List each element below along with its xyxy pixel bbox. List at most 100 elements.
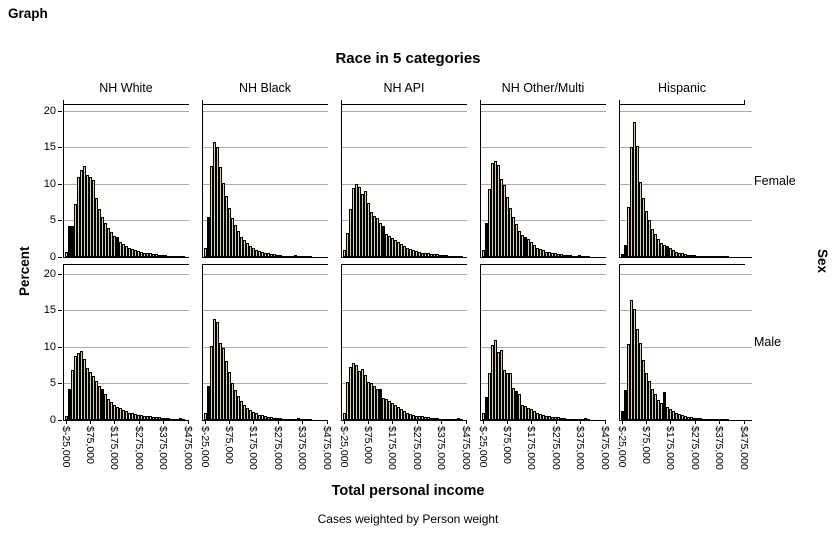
gridline <box>481 220 606 221</box>
x-tick-label: $-25,000 <box>338 426 350 468</box>
histogram-bar <box>418 252 421 257</box>
x-tick-label: $375,000 <box>435 426 447 470</box>
histogram-bar <box>255 250 258 257</box>
histogram-bar <box>587 419 590 421</box>
histogram-bar <box>140 252 143 257</box>
x-tick-mark <box>605 421 606 424</box>
histogram-bar <box>403 411 406 420</box>
histogram-bar <box>294 419 297 421</box>
histogram-bar <box>346 233 349 257</box>
histogram-bar <box>527 239 530 257</box>
histogram-bar <box>394 240 397 257</box>
histogram-bar <box>711 419 714 421</box>
histogram-bar <box>179 418 182 420</box>
histogram-bar <box>149 416 152 420</box>
histogram-bar <box>273 418 276 420</box>
histogram-bar <box>303 256 306 258</box>
histogram-bar <box>240 401 243 420</box>
histogram-bar <box>454 419 457 421</box>
histogram-bar <box>291 419 294 421</box>
y-tick-label: 15 <box>43 304 56 316</box>
histogram-bar <box>669 409 672 420</box>
histogram-bar <box>152 417 155 420</box>
histogram-bar <box>563 418 566 420</box>
histogram-bar <box>170 419 173 421</box>
histogram-bar <box>639 343 642 420</box>
histogram-bar <box>173 256 176 258</box>
x-tick-label: $375,000 <box>713 426 725 470</box>
histogram-bar <box>648 381 651 420</box>
histogram-bar <box>252 248 255 257</box>
panel-top-line <box>619 264 745 265</box>
histogram-bar <box>376 218 379 257</box>
x-tick-mark <box>744 421 745 424</box>
histogram-bar <box>74 204 77 257</box>
histogram-bar <box>370 383 373 420</box>
histogram-bar <box>343 250 346 257</box>
histogram-bar <box>167 256 170 258</box>
histogram-bar <box>137 415 140 420</box>
x-tick-label: $175,000 <box>386 426 398 470</box>
histogram-bar <box>86 175 89 257</box>
y-axis-line <box>202 100 203 258</box>
histogram-bar <box>122 244 125 257</box>
histogram-bar <box>684 416 687 420</box>
y-tick-mark <box>58 257 62 258</box>
y-axis-line <box>341 264 342 421</box>
x-tick-mark <box>670 421 671 424</box>
right-tick-mark <box>744 220 752 221</box>
histogram-bar <box>400 409 403 420</box>
histogram-bar <box>306 256 309 258</box>
histogram-bar <box>355 365 358 420</box>
histogram-bar <box>173 419 176 421</box>
histogram-bar <box>666 407 669 420</box>
histogram-bar <box>457 418 460 420</box>
histogram-bar <box>364 191 367 257</box>
x-tick-mark <box>531 421 532 424</box>
y-tick-mark <box>58 274 62 275</box>
histogram-bar <box>654 234 657 257</box>
x-axis-line <box>202 420 328 421</box>
histogram-bar <box>651 229 654 257</box>
x-tick-label: $475,000 <box>460 426 472 470</box>
histogram-bar <box>95 198 98 257</box>
y-axis-line <box>619 100 620 258</box>
histogram-bar <box>240 237 243 257</box>
histogram-bar <box>551 417 554 420</box>
histogram-bar <box>379 389 382 420</box>
histogram-bar <box>448 256 451 258</box>
x-tick-label: $275,000 <box>133 426 145 470</box>
histogram-bar <box>711 256 714 258</box>
histogram-bar <box>451 419 454 421</box>
right-tick-mark <box>744 274 752 275</box>
histogram-bar <box>89 372 92 420</box>
histogram-bar <box>243 405 246 420</box>
row-label: Female <box>754 174 796 188</box>
y-tick-label: 10 <box>43 341 56 353</box>
histogram-bar <box>521 235 524 257</box>
histogram-bar <box>687 417 690 420</box>
histogram-bar <box>696 256 699 258</box>
histogram-bar <box>542 415 545 420</box>
histogram-bar <box>282 419 285 421</box>
histogram-bar <box>524 237 527 257</box>
histogram-bar <box>288 256 291 258</box>
histogram-bar <box>578 419 581 421</box>
histogram-bar <box>167 418 170 420</box>
histogram-bar <box>726 419 729 421</box>
x-tick-label: $475,000 <box>321 426 333 470</box>
histogram-bar <box>276 418 279 420</box>
x-tick-label: $75,000 <box>362 426 374 464</box>
histogram-bar <box>237 396 240 420</box>
histogram-bar <box>482 250 485 257</box>
histogram-bar <box>349 367 352 420</box>
histogram-bar <box>182 419 185 421</box>
gridline <box>64 274 189 275</box>
histogram-bar <box>557 417 560 420</box>
gridline <box>342 274 467 275</box>
histogram-bar <box>720 256 723 258</box>
histogram-bar <box>113 236 116 257</box>
histogram-bar <box>68 226 71 257</box>
histogram-bar <box>164 255 167 257</box>
y-tick-label: 15 <box>43 141 56 153</box>
